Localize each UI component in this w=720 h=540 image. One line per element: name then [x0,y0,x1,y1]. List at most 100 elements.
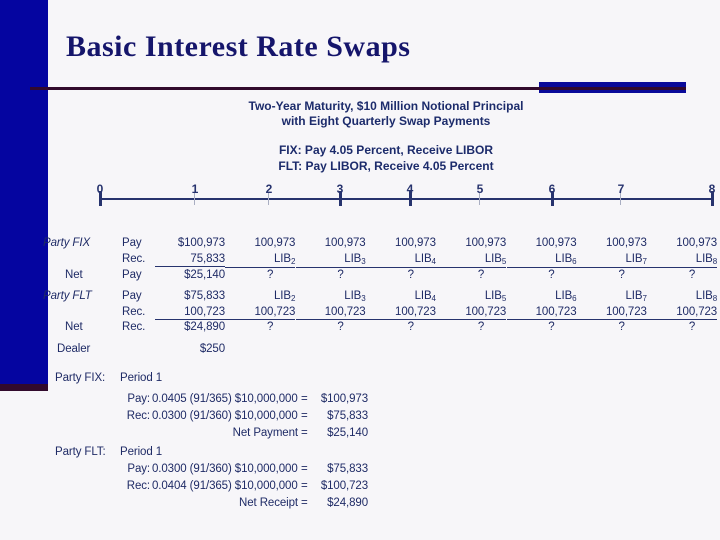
detail-header-row: Party FLT: Period 1 [0,446,720,461]
table-row: Rec. 75,833 LIB2 LIB3 LIB4 LIB5 LIB6 LIB7 LIB8 [0,253,720,268]
row-label: Dealer [57,343,91,355]
detail-line-label: Rec: [126,480,150,492]
table-cell: 100,973 [395,237,436,249]
equals-sign: = [301,410,308,422]
timeline-tick-label: 4 [406,182,414,196]
table-cell: 100,973 [605,237,647,249]
timeline-axis [99,198,713,200]
table-cell: LIB5 [484,290,507,303]
table-cell: ? [548,321,555,333]
table-cell: LIB4 [414,290,436,303]
timeline-tick-label: 3 [336,182,344,196]
table-cell: LIB8 [647,253,717,268]
detail-period-label: Period 1 [120,372,163,384]
table-cell: 100,723 [365,306,436,320]
table-cell: LIB7 [625,290,647,303]
table-cell: 100,973 [465,237,507,249]
table-cell: 100,723 [436,306,506,320]
timeline-tick-label: 0 [96,182,104,196]
row-verb: Pay [122,269,142,281]
equals-sign: = [301,497,308,509]
detail-party-label: Party FIX: [55,372,106,384]
table-cell: ? [407,321,414,333]
table-cell: LIB7 [576,253,647,268]
page-title: Basic Interest Rate Swaps [66,30,411,63]
detail-line-amount: $100,723 [320,480,368,492]
timeline-tick-label: 1 [191,182,199,196]
fix-terms: FIX: Pay 4.05 Percent, Receive LIBOR [278,143,494,157]
row-verb: Pay [122,290,142,302]
table-cell: 75,833 [155,253,225,267]
table-cell: ? [407,269,414,281]
detail-net-row: Net Payment = $25,140 [0,427,720,442]
detail-line-label: Rec: [126,410,150,422]
table-cell: LIB6 [506,253,577,268]
timeline-tick-mark [268,193,269,205]
table-cell: 100,723 [225,306,295,320]
table-cell: ? [337,269,344,281]
table-cell: $75,833 [184,290,225,302]
timeline-tick-mark [711,191,714,206]
detail-period-label: Period 1 [120,446,163,458]
table-cell: $100,973 [177,237,225,249]
row-label: Net [65,269,83,281]
table-cell: LIB2 [225,253,295,268]
table-cell: LIB3 [344,290,366,303]
detail-line-row: Pay: 0.0300 (91/360) $10,000,000 = $75,833 [0,463,720,478]
detail-header-row: Party FIX: Period 1 [0,372,720,387]
row-verb: Pay [122,237,142,249]
table-cell: LIB2 [273,290,296,303]
detail-line-formula: 0.0300 (91/360) $10,000,000 [152,463,298,475]
table-cell: 100,723 [295,306,366,320]
row-verb: Rec. [122,321,146,333]
table-row: Dealer $250 [0,343,720,358]
timeline-tick-mark [99,191,102,206]
timeline-tick-mark [409,191,412,206]
timeline-tick-label: 7 [617,182,625,196]
table-cell: $24,890 [184,321,225,333]
table-cell: LIB6 [555,290,577,303]
table-cell: 100,723 [647,306,717,320]
table-cell: 100,723 [506,306,577,320]
table-cell: ? [688,269,696,281]
table-cell: ? [618,321,625,333]
detail-line-amount: $75,833 [327,463,368,475]
table-cell: LIB4 [365,253,436,268]
subtitle-line-1: Two-Year Maturity, $10 Million Notional … [248,99,524,113]
detail-line-amount: $100,973 [320,393,368,405]
timeline-tick-mark [551,191,554,206]
table-row: Net Pay $25,140??????? [0,269,720,284]
timeline-tick-label: 5 [476,182,484,196]
table-cell: 100,723 [576,306,647,320]
row-label: Party FLT [43,290,92,302]
subtitle-line-2: with Eight Quarterly Swap Payments [281,114,491,128]
detail-line-label: Pay: [127,393,150,405]
timeline-tick-mark [339,191,342,206]
equals-sign: = [301,463,308,475]
row-verb: Rec. [122,306,146,318]
timeline-tick-mark [620,193,621,205]
table-cell: 100,973 [676,237,718,249]
table-row: Rec. 100,723 100,723 100,723 100,723 100,723 1… [0,306,720,321]
table-cell: 100,973 [535,237,577,249]
timeline-tick-mark [194,193,195,205]
table-row: Party FIX Pay $100,973 100,973 100,973 100,97… [0,237,720,252]
table-cell: LIB8 [695,290,718,303]
detail-line-formula: 0.0300 (91/360) $10,000,000 [152,410,298,422]
table-cell: ? [337,321,344,333]
table-cell: ? [688,321,696,333]
table-cell: ? [267,269,274,281]
detail-line-formula: 0.0404 (91/365) $10,000,000 [152,480,298,492]
detail-net-amount: $24,890 [327,497,368,509]
equals-sign: = [301,427,308,439]
row-label: Net [65,321,83,333]
table-cell: ? [548,269,555,281]
table-cell: ? [477,269,485,281]
detail-line-label: Pay: [127,463,150,475]
timeline-tick-mark [479,193,480,205]
timeline-tick-label: 6 [548,182,556,196]
detail-net-row: Net Receipt = $24,890 [0,497,720,512]
equals-sign: = [301,393,308,405]
detail-line-row: Rec: 0.0404 (91/365) $10,000,000 = $100,723 [0,480,720,495]
